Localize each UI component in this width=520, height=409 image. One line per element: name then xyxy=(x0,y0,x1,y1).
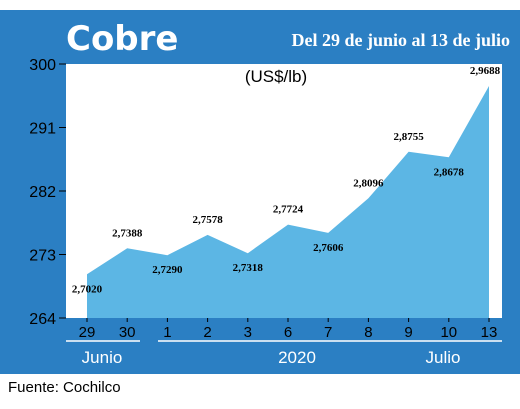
y-tick-label: 273 xyxy=(29,248,56,265)
y-axis: 264 273 282 291 300 xyxy=(29,57,66,328)
data-label: 2,7318 xyxy=(233,262,264,274)
area-fill xyxy=(87,86,489,318)
data-label: 2,7578 xyxy=(192,214,223,226)
data-label: 2,9688 xyxy=(470,65,501,77)
x-tick-label: 9 xyxy=(404,324,412,341)
x-tick-label: 10 xyxy=(440,324,457,341)
data-label: 2,7388 xyxy=(112,227,143,239)
chart-subtitle: Del 29 de junio al 13 de julio xyxy=(291,30,510,50)
year-label: 2020 xyxy=(278,348,316,367)
chart-title: Cobre xyxy=(66,19,178,59)
source-note: Fuente: Cochilco xyxy=(8,379,121,396)
data-label: 2,8678 xyxy=(434,166,465,178)
y-tick-label: 264 xyxy=(29,311,56,328)
x-tick-label: 29 xyxy=(79,324,96,341)
y-tick-label: 291 xyxy=(29,121,56,138)
x-tick-label: 30 xyxy=(119,324,136,341)
unit-label: (US$/lb) xyxy=(245,67,307,86)
data-label: 2,7606 xyxy=(313,242,344,254)
x-tick-label: 2 xyxy=(203,324,211,341)
y-tick-label: 300 xyxy=(29,57,56,74)
x-tick-label: 1 xyxy=(163,324,171,341)
data-label: 2,7290 xyxy=(152,264,183,276)
x-tick-label: 3 xyxy=(244,324,252,341)
month-label-junio: Junio xyxy=(82,348,123,367)
data-labels: 2,7020 2,7388 2,7290 2,7578 2,7318 2,7724 2,76… xyxy=(72,65,501,295)
data-label: 2,7020 xyxy=(72,283,103,295)
y-tick-label: 282 xyxy=(29,184,56,201)
x-tick-label: 13 xyxy=(481,324,498,341)
x-tick-label: 6 xyxy=(284,324,292,341)
data-label: 2,7724 xyxy=(273,204,304,216)
x-tick-label: 7 xyxy=(324,324,332,341)
area-series xyxy=(87,86,489,318)
x-tick-label: 8 xyxy=(364,324,372,341)
data-label: 2,8096 xyxy=(353,177,384,189)
x-axis: 29 30 1 2 3 6 7 8 9 10 13 xyxy=(79,318,498,341)
month-label-julio: Julio xyxy=(426,348,461,367)
data-label: 2,8755 xyxy=(393,131,424,143)
